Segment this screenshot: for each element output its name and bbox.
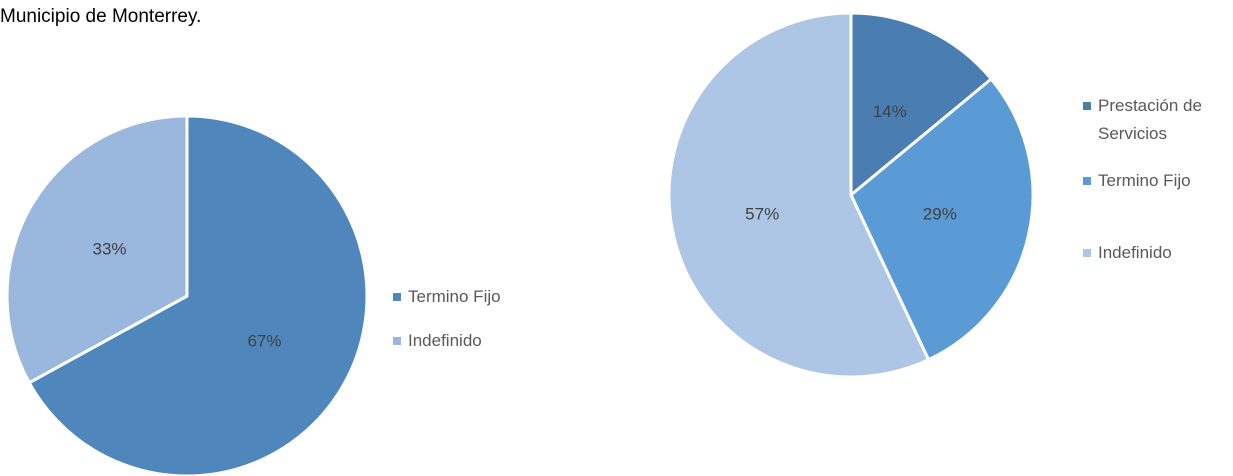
caption: Municipio de Monterrey. (0, 6, 202, 27)
legend-item: Termino Fijo (1083, 167, 1208, 195)
legend-label: Prestación de Servicios (1098, 96, 1202, 143)
legend-label: Termino Fijo (408, 287, 501, 306)
pie-slice (27, 114, 369, 476)
legend-label: Termino Fijo (1098, 171, 1191, 190)
legend-item: Indefinido (393, 327, 593, 355)
legend-swatch (1083, 102, 1091, 110)
legend-swatch (1083, 249, 1091, 257)
legend-swatch (393, 293, 401, 301)
legend-label: Indefinido (1098, 243, 1172, 262)
pie-slice (849, 11, 993, 197)
data-label: 57% (745, 204, 779, 223)
legend-item: Indefinido (1083, 239, 1208, 267)
pie-slice (5, 114, 189, 385)
legend-swatch (393, 337, 401, 345)
data-label: 14% (873, 102, 907, 121)
data-label: 67% (247, 331, 281, 350)
legend-label: Indefinido (408, 331, 482, 350)
legend-item: Termino Fijo (393, 283, 593, 311)
data-label: 29% (923, 204, 957, 223)
data-label: 33% (93, 240, 127, 259)
pie-slice (667, 11, 930, 379)
legend-item: Prestación de Servicios (1083, 92, 1208, 148)
legend-swatch (1083, 177, 1091, 185)
